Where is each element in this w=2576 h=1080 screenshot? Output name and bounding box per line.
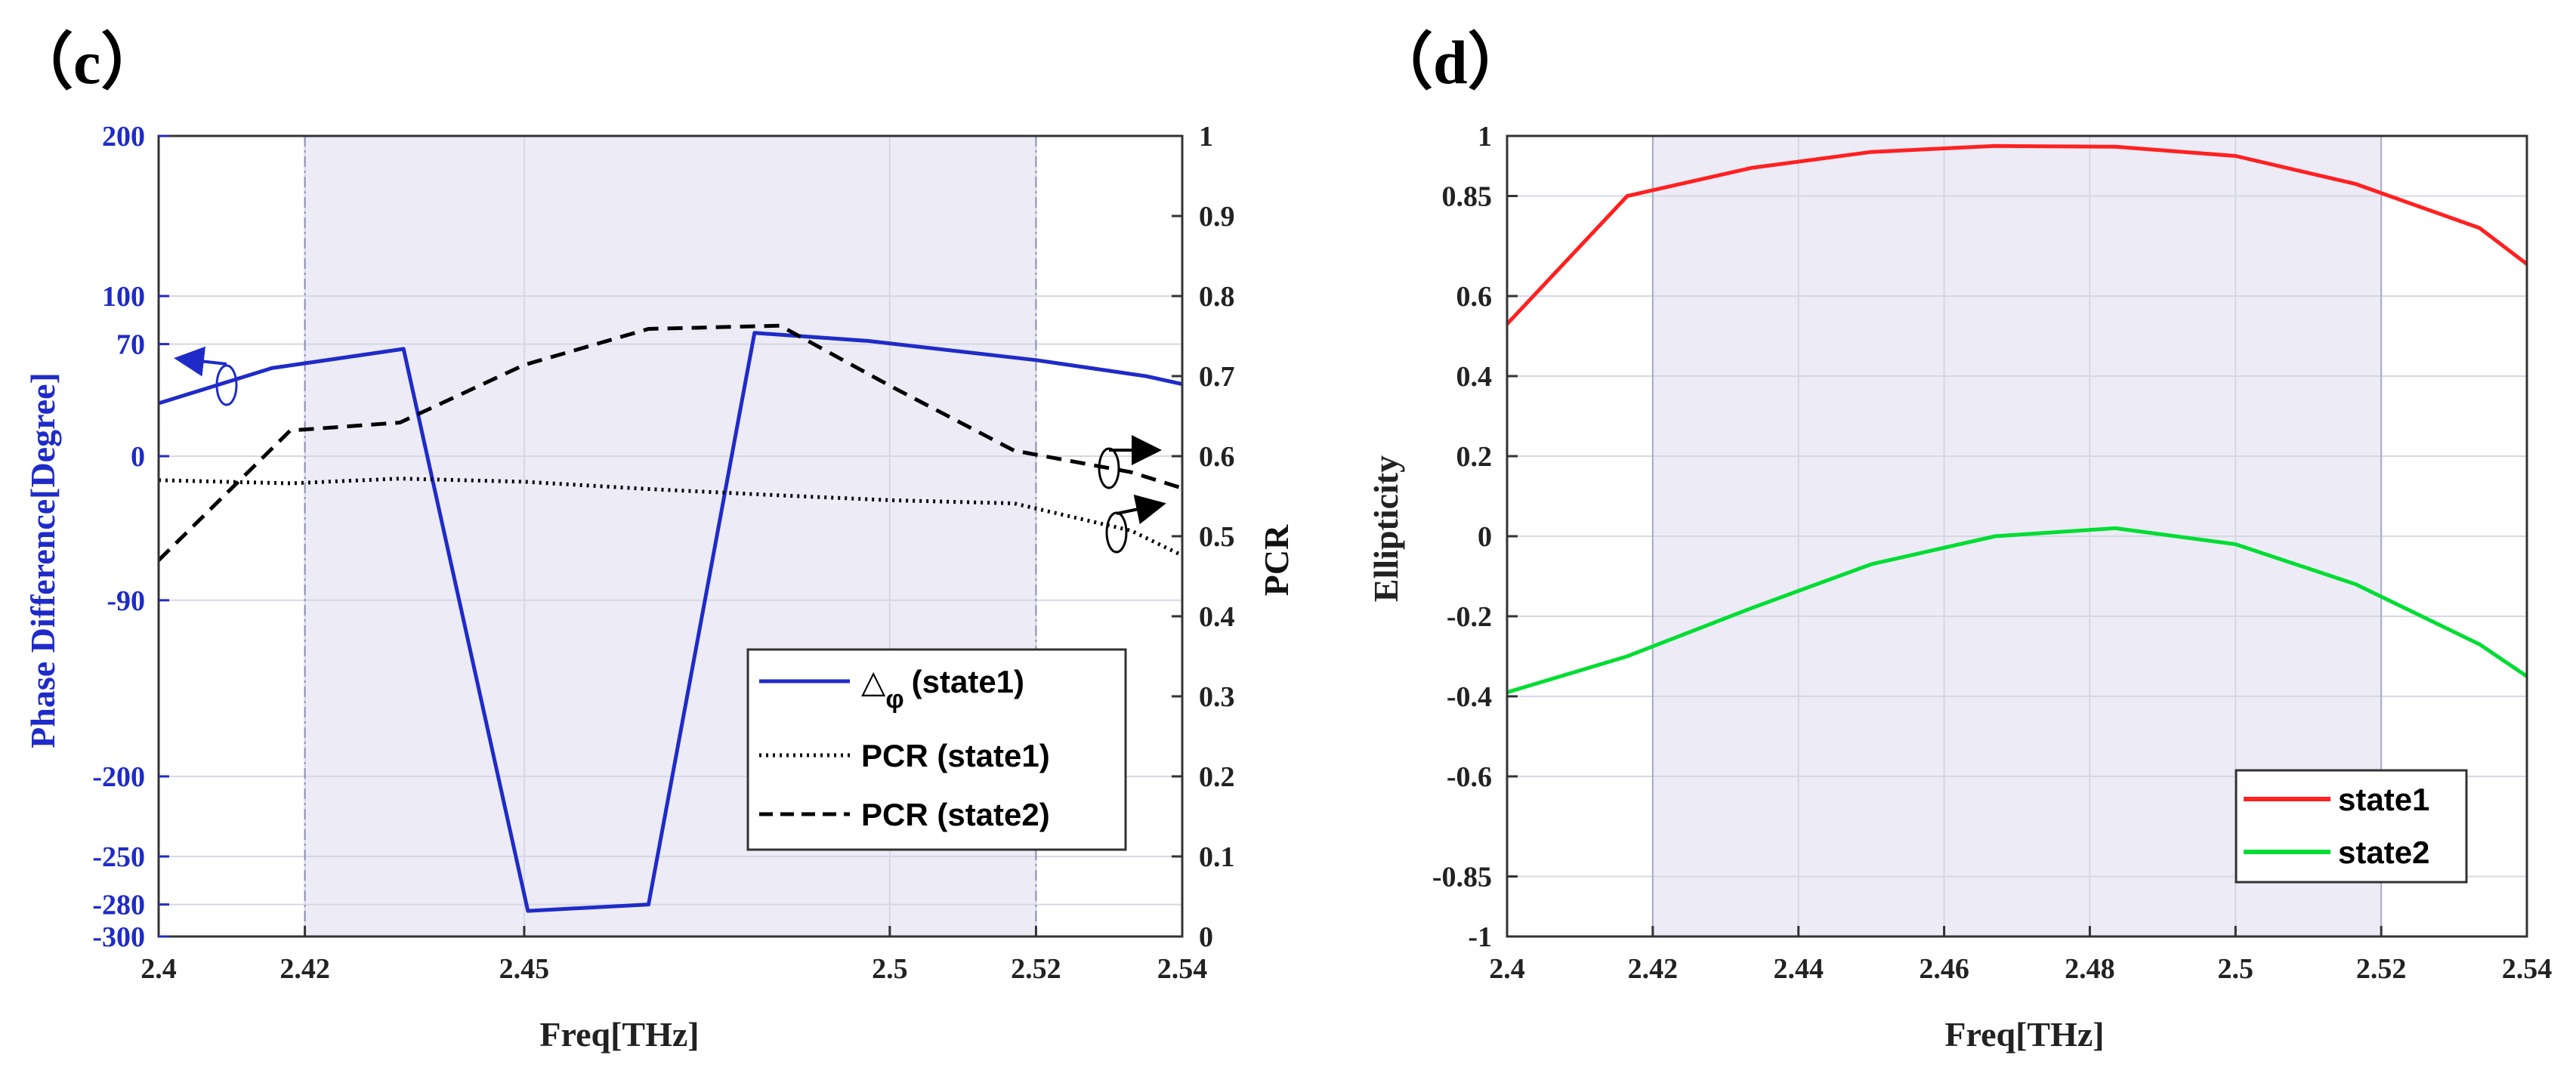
legend-box-d xyxy=(2235,769,2468,884)
x-tick-label-c-2-45: 2.45 xyxy=(499,953,550,985)
y-axis-label-left-c: Phase Difference[Degree] xyxy=(23,372,62,748)
panel-label-c: （c） xyxy=(11,28,162,97)
x-tick-label-c-2-42: 2.42 xyxy=(280,953,330,985)
y-tick-label-right-c-0-6: 0.6 xyxy=(1199,441,1235,473)
panel-label-d: （d） xyxy=(1371,28,1530,97)
series-line-c-pcr-state2 xyxy=(157,323,1183,562)
legend-label-pcr-state1: PCR (state1) xyxy=(861,738,1050,773)
x-tick-label-d-2-46: 2.46 xyxy=(1919,953,1969,985)
y-tick-label-d-0-85: 0.85 xyxy=(1442,181,1493,213)
y-tick-label-left-c-70: 70 xyxy=(116,329,145,361)
x-tick-label-c-2-5: 2.5 xyxy=(872,953,908,985)
y-axis-label-right-c: PCR xyxy=(1257,524,1296,596)
legend-label-phase: △φ (state1) xyxy=(861,664,1024,714)
legend-phase-symbol: △ xyxy=(861,664,886,699)
y-tick-label-d-0-6: -0.6 xyxy=(1447,761,1492,793)
x-tick-label-c-2-4: 2.4 xyxy=(141,953,177,985)
x-tick-label-d-2-5: 2.5 xyxy=(2218,953,2254,985)
y-tick-label-right-c-0-9: 0.9 xyxy=(1199,201,1235,233)
y-tick-label-right-c-0-7: 0.7 xyxy=(1199,361,1235,393)
y-tick-label-d-0-6: 0.6 xyxy=(1456,281,1493,313)
y-tick-label-d-1: -1 xyxy=(1468,921,1492,953)
axis-indicator-ellipse-phase xyxy=(215,364,238,406)
y-tick-label-left-c-280: -280 xyxy=(92,890,145,921)
y-tick-label-d-1: 1 xyxy=(1478,121,1492,153)
y-tick-label-d-0-85: -0.85 xyxy=(1432,862,1492,893)
x-tick-label-d-2-52: 2.52 xyxy=(2356,953,2407,985)
y-tick-label-d-0-4: 0.4 xyxy=(1456,361,1493,393)
panel-d-ellipticity-chart: （d） 2.4 2.42 2.44 2.46 2.48 2.5 2.52 2.54 1 0.85… xyxy=(1367,28,2552,1054)
legend-d: state1 state2 xyxy=(2235,769,2468,884)
x-tick-label-d-2-42: 2.42 xyxy=(1628,953,1679,985)
axis-indicator-arrow-pcr-state1 xyxy=(1116,494,1166,525)
series-line-d-state2 xyxy=(1506,526,2528,695)
y-tick-label-d-0: 0 xyxy=(1478,521,1492,553)
y-tick-label-right-c-0-3: 0.3 xyxy=(1199,681,1235,713)
y-tick-label-d-0-4: -0.4 xyxy=(1447,681,1492,713)
y-tick-label-right-c-0-5: 0.5 xyxy=(1199,521,1235,553)
legend-c: △φ (state1) PCR (state1) PCR (state2) xyxy=(746,648,1127,851)
x-axis-label-c: Freq[THz] xyxy=(539,1015,699,1054)
panel-c-phase-pcr-chart: （c） 2.4 2.42 2.45 2.5 2.52 2.54 200 100 70 0 -90 -… xyxy=(11,28,1296,1054)
x-tick-label-c-2-52: 2.52 xyxy=(1011,953,1061,985)
y-tick-label-right-c-0: 0 xyxy=(1199,921,1213,953)
legend-phase-name: (state1) xyxy=(912,664,1024,699)
y-tick-label-right-c-0-4: 0.4 xyxy=(1199,601,1235,633)
y-axis-label-d: Ellipticity xyxy=(1367,455,1405,602)
x-tick-label-d-2-4: 2.4 xyxy=(1489,953,1525,985)
y-tick-label-left-c-300: -300 xyxy=(92,921,145,953)
legend-label-pcr-state2: PCR (state2) xyxy=(861,797,1050,832)
y-tick-label-right-c-1: 1 xyxy=(1199,121,1213,153)
x-axis-label-d: Freq[THz] xyxy=(1944,1015,2104,1054)
axis-indicator-arrow-phase xyxy=(174,346,227,377)
y-tick-label-d-0-2: 0.2 xyxy=(1456,441,1493,473)
y-tick-label-left-c-200: -200 xyxy=(92,761,145,793)
legend-label-state2: state2 xyxy=(2338,835,2429,870)
y-tick-label-right-c-0-1: 0.1 xyxy=(1199,841,1235,873)
x-tick-label-d-2-48: 2.48 xyxy=(2065,953,2115,985)
legend-phase-subscript: φ xyxy=(885,685,903,714)
y-tick-label-right-c-0-2: 0.2 xyxy=(1199,761,1235,793)
y-tick-label-left-c-90: -90 xyxy=(107,585,145,617)
y-tick-label-d-0-2: -0.2 xyxy=(1447,601,1492,633)
y-tick-label-left-c-0: 0 xyxy=(131,441,145,473)
x-tick-label-c-2-54: 2.54 xyxy=(1157,953,1208,985)
x-tick-label-d-2-54: 2.54 xyxy=(2502,953,2553,985)
series-line-d-state1 xyxy=(1506,143,2528,326)
legend-label-state1: state1 xyxy=(2338,782,2429,817)
y-tick-label-left-c-250: -250 xyxy=(92,841,145,873)
series-line-c-phase-difference-state1 xyxy=(158,331,1183,913)
y-tick-label-left-c-200: 200 xyxy=(102,121,145,153)
axis-indicator-ellipse-pcr-state1 xyxy=(1105,511,1128,554)
y-tick-label-right-c-0-8: 0.8 xyxy=(1199,281,1235,313)
y-tick-label-left-c-100: 100 xyxy=(102,281,145,313)
x-tick-label-d-2-44: 2.44 xyxy=(1773,953,1824,985)
